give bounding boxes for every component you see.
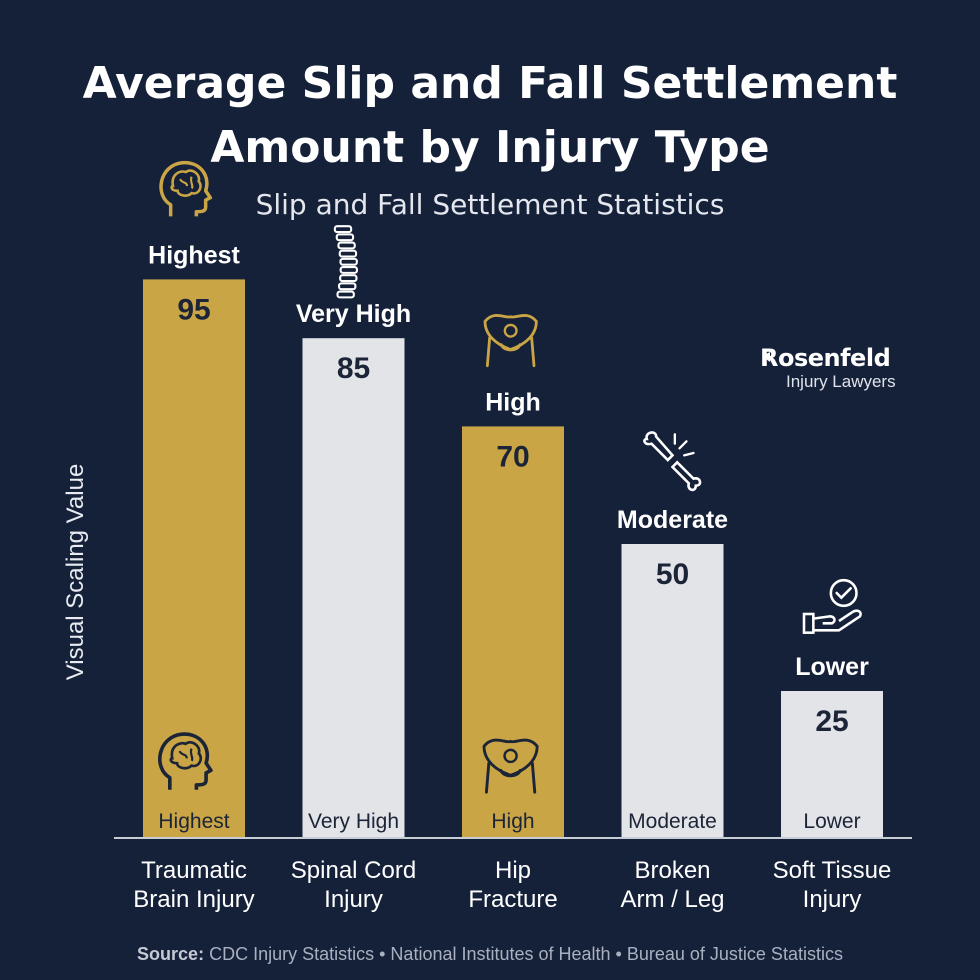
source-label: Source: bbox=[137, 944, 205, 964]
bar-5 bbox=[781, 691, 883, 838]
logo-subtitle: Injury Lawyers bbox=[786, 372, 896, 391]
x-tick-label: Injury bbox=[324, 886, 383, 913]
x-tick-label: Spinal Cord bbox=[291, 857, 416, 884]
tier-label: Highest bbox=[148, 241, 240, 269]
source-note: Source: CDC Injury Statistics • National… bbox=[0, 944, 980, 965]
brain-icon bbox=[158, 732, 213, 790]
chart-title: Average Slip and Fall Settlement bbox=[82, 58, 898, 109]
brain-icon bbox=[159, 160, 213, 217]
bar-2 bbox=[302, 338, 405, 838]
data-label: 70 bbox=[496, 440, 529, 473]
x-tick-label: Injury bbox=[803, 886, 862, 913]
logo-mark-icon bbox=[762, 352, 770, 362]
bar-bottom-label: Very High bbox=[308, 810, 399, 833]
chart-title-line2: Amount by Injury Type bbox=[210, 122, 770, 173]
bar-bottom-label: Moderate bbox=[628, 810, 717, 833]
data-label: 95 bbox=[177, 293, 210, 326]
bar-bottom-label: High bbox=[491, 810, 534, 833]
data-label: 85 bbox=[337, 352, 370, 385]
pelvis-icon bbox=[483, 314, 538, 368]
x-tick-label: Brain Injury bbox=[133, 886, 254, 913]
broken-bone-icon bbox=[643, 431, 702, 492]
tier-label: High bbox=[485, 388, 541, 416]
pelvis-icon bbox=[482, 738, 539, 794]
bar-bottom-label: Highest bbox=[158, 810, 229, 833]
data-label: 25 bbox=[815, 705, 848, 738]
data-label: 50 bbox=[656, 558, 689, 591]
x-tick-label: Traumatic bbox=[141, 857, 247, 884]
x-tick-label: Arm / Leg bbox=[620, 886, 724, 913]
bar-1 bbox=[143, 279, 245, 838]
logo-name: Rosenfeld bbox=[760, 344, 891, 372]
bar-bottom-label: Lower bbox=[803, 810, 860, 833]
tier-label: Moderate bbox=[617, 506, 728, 534]
hand-check-icon bbox=[802, 578, 862, 634]
tier-label: Lower bbox=[795, 653, 869, 681]
x-tick-label: Broken bbox=[634, 857, 710, 884]
bar-4 bbox=[621, 544, 724, 838]
x-tick-label: Soft Tissue bbox=[773, 857, 892, 884]
spine-icon bbox=[333, 225, 359, 299]
x-tick-label: Fracture bbox=[468, 886, 557, 913]
source-text: CDC Injury Statistics • National Institu… bbox=[209, 944, 843, 964]
tier-label: Very High bbox=[296, 300, 411, 328]
chart-subtitle: Slip and Fall Settlement Statistics bbox=[255, 188, 725, 221]
bar-3 bbox=[462, 426, 564, 838]
x-tick-label: Hip bbox=[495, 857, 531, 884]
brand-logo: Rosenfeld Injury Lawyers bbox=[760, 344, 920, 392]
